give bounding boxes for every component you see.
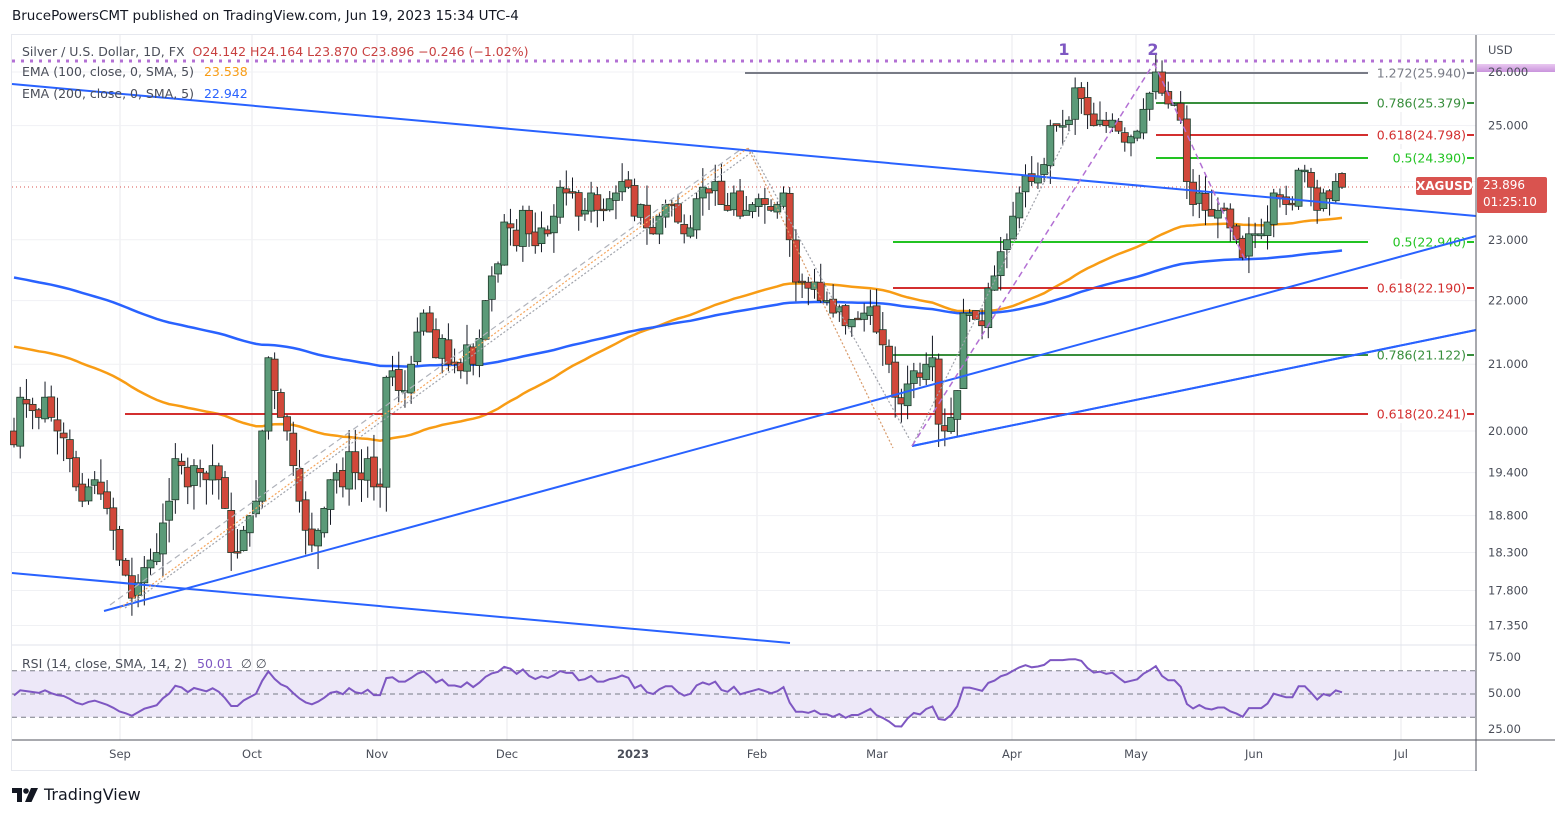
svg-text:75.00: 75.00 [1488,650,1521,664]
svg-text:26.000: 26.000 [1488,65,1528,79]
fib-label: 0.786(21.122) [1377,348,1466,363]
fib-label: 0.618(20.241) [1377,407,1466,422]
svg-text:Sep: Sep [109,747,131,761]
tradingview-logo-icon [12,787,38,802]
tradingview-brand[interactable]: TradingView [12,785,141,804]
svg-text:USD: USD [1488,43,1513,57]
svg-text:18.800: 18.800 [1488,509,1528,523]
svg-text:2023: 2023 [617,747,649,761]
symbol-legend[interactable]: Silver / U.S. Dollar, 1D, FX O24.142 H24… [22,44,528,59]
candles [10,54,1346,616]
symbol-title: Silver / U.S. Dollar, 1D, FX [22,44,185,59]
ema200-label: EMA (200, close, 0, SMA, 5) [22,86,194,101]
bar-countdown: 01:25:10 [1483,195,1537,209]
svg-text:20.000: 20.000 [1488,424,1528,438]
svg-text:21.000: 21.000 [1488,357,1528,371]
svg-text:Dec: Dec [496,747,518,761]
fib-label: 0.5(22.940) [1393,235,1466,250]
gridlines [12,35,1555,740]
last-price-badge: 23.896 01:25:10 [1477,177,1547,213]
ema200-legend[interactable]: EMA (200, close, 0, SMA, 5) 22.942 [22,86,248,101]
svg-text:Feb: Feb [747,747,767,761]
svg-text:22.000: 22.000 [1488,294,1528,308]
svg-text:23.000: 23.000 [1488,233,1528,247]
drawings: 1.272(25.940) 0.786(25.379) 0.618(24.798) 0… [12,59,1476,442]
fib-label: 0.618(24.798) [1377,128,1466,143]
svg-text:19.400: 19.400 [1488,466,1528,480]
svg-text:Nov: Nov [366,747,389,761]
svg-text:Oct: Oct [242,747,262,761]
fib-label: 0.5(24.390) [1393,151,1466,166]
ema200-value: 22.942 [203,86,248,101]
svg-text:18.300: 18.300 [1488,546,1528,560]
fib-label: 0.786(25.379) [1377,96,1466,111]
ema100-label: EMA (100, close, 0, SMA, 5) [22,64,194,79]
svg-text:17.800: 17.800 [1488,583,1528,597]
svg-text:25.00: 25.00 [1488,722,1521,736]
fib-label: 0.618(22.190) [1377,281,1466,296]
rsi-extra: ∅ ∅ [240,656,267,671]
svg-text:1: 1 [1058,40,1069,59]
publisher-line: BrucePowersCMT published on TradingView.… [12,8,519,24]
rsi-label: RSI (14, close, SMA, 14, 2) [22,656,188,671]
last-price: 23.896 [1483,178,1525,192]
svg-text:Jul: Jul [1393,747,1408,761]
brand-name: TradingView [44,785,141,804]
svg-text:Jun: Jun [1244,747,1263,761]
rsi-value: 50.01 [197,656,233,671]
ema100-legend[interactable]: EMA (100, close, 0, SMA, 5) 23.538 [22,64,248,79]
ohlc-values: O24.142 H24.164 L23.870 C23.896 −0.246 (… [192,44,529,59]
svg-text:25.000: 25.000 [1488,119,1528,133]
fib-label: 1.272(25.940) [1377,66,1466,81]
svg-text:May: May [1124,747,1148,761]
svg-text:17.350: 17.350 [1488,618,1528,632]
svg-text:Apr: Apr [1002,747,1022,761]
svg-text:50.00: 50.00 [1488,686,1521,700]
svg-text:2: 2 [1147,40,1158,59]
svg-text:Mar: Mar [866,747,888,761]
rsi-pane [12,658,1476,728]
rsi-legend[interactable]: RSI (14, close, SMA, 14, 2) 50.01 ∅ ∅ [22,656,267,671]
ema100-value: 23.538 [203,64,248,79]
symbol-badge: XAGUSD [1416,177,1473,195]
